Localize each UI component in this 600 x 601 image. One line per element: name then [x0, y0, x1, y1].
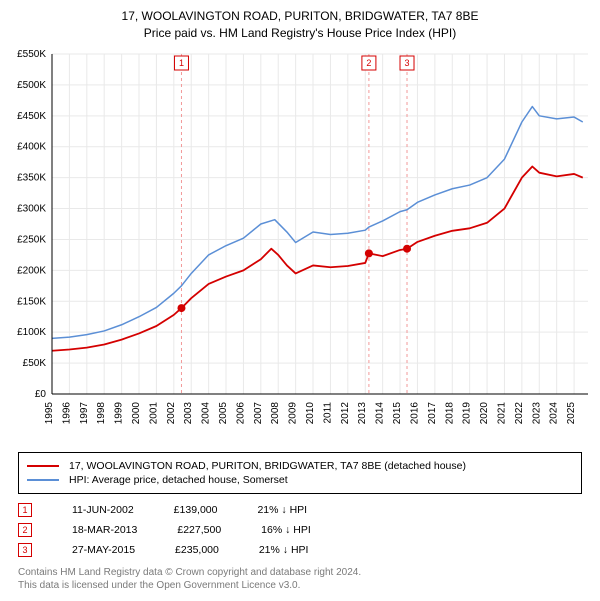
legend-item-hpi: HPI: Average price, detached house, Some…: [27, 473, 573, 487]
sale-marker-1: 1: [18, 503, 32, 517]
sale-marker-2: 2: [18, 523, 32, 537]
svg-text:2021: 2021: [496, 401, 507, 424]
sale-row-2: 2 18-MAR-2013 £227,500 16% ↓ HPI: [18, 520, 582, 540]
svg-text:2023: 2023: [531, 401, 542, 424]
svg-text:£550K: £550K: [17, 49, 46, 60]
title-line-1: 17, WOOLAVINGTON ROAD, PURITON, BRIDGWAT…: [10, 8, 590, 25]
svg-text:1996: 1996: [61, 401, 72, 424]
svg-text:2018: 2018: [444, 401, 455, 424]
sale-delta-2: 16% ↓ HPI: [261, 524, 311, 536]
svg-text:£500K: £500K: [17, 80, 46, 91]
svg-text:£150K: £150K: [17, 296, 46, 307]
svg-text:2010: 2010: [305, 401, 316, 424]
svg-text:£450K: £450K: [17, 110, 46, 121]
legend: 17, WOOLAVINGTON ROAD, PURITON, BRIDGWAT…: [18, 452, 582, 494]
footer-line-1: Contains HM Land Registry data © Crown c…: [18, 566, 582, 580]
svg-text:1998: 1998: [96, 401, 107, 424]
sale-date-1: 11-JUN-2002: [72, 504, 134, 516]
svg-text:£250K: £250K: [17, 234, 46, 245]
svg-text:2014: 2014: [375, 401, 386, 424]
svg-text:2002: 2002: [166, 401, 177, 424]
svg-text:2005: 2005: [218, 401, 229, 424]
svg-text:2006: 2006: [235, 401, 246, 424]
sale-delta-1: 21% ↓ HPI: [257, 504, 307, 516]
sale-row-3: 3 27-MAY-2015 £235,000 21% ↓ HPI: [18, 540, 582, 560]
price-chart: £0 £50K £100K £150K £200K £250K £300K £350K £400…: [0, 46, 600, 444]
svg-text:2007: 2007: [253, 401, 264, 424]
svg-text:£300K: £300K: [17, 203, 46, 214]
svg-text:2015: 2015: [392, 401, 403, 424]
svg-text:2024: 2024: [549, 401, 560, 424]
legend-item-property: 17, WOOLAVINGTON ROAD, PURITON, BRIDGWAT…: [27, 459, 573, 473]
svg-text:2020: 2020: [479, 401, 490, 424]
svg-text:2: 2: [366, 58, 371, 68]
svg-text:2012: 2012: [340, 401, 351, 424]
title-line-2: Price paid vs. HM Land Registry's House …: [10, 25, 590, 42]
svg-text:1: 1: [179, 58, 184, 68]
svg-text:2019: 2019: [462, 401, 473, 424]
svg-text:2017: 2017: [427, 401, 438, 424]
svg-text:1997: 1997: [79, 401, 90, 424]
chart-container: £0 £50K £100K £150K £200K £250K £300K £350K £400…: [0, 46, 600, 444]
legend-swatch-hpi: [27, 479, 59, 481]
sale-marker-3: 3: [18, 543, 32, 557]
svg-text:2011: 2011: [322, 401, 333, 423]
svg-text:£100K: £100K: [17, 327, 46, 338]
sale-price-3: £235,000: [175, 544, 219, 556]
svg-text:3: 3: [405, 58, 410, 68]
sale-price-2: £227,500: [177, 524, 221, 536]
svg-text:1995: 1995: [44, 401, 55, 424]
legend-swatch-property: [27, 465, 59, 467]
sale-price-1: £139,000: [174, 504, 218, 516]
footer-line-2: This data is licensed under the Open Gov…: [18, 579, 582, 593]
svg-text:£0: £0: [35, 389, 47, 400]
svg-text:£50K: £50K: [23, 358, 47, 369]
svg-text:2016: 2016: [409, 401, 420, 424]
svg-text:£400K: £400K: [17, 141, 46, 152]
svg-text:2013: 2013: [357, 401, 368, 424]
svg-text:2001: 2001: [148, 401, 159, 424]
sale-date-2: 18-MAR-2013: [72, 524, 137, 536]
footer-attribution: Contains HM Land Registry data © Crown c…: [18, 566, 582, 593]
sale-row-1: 1 11-JUN-2002 £139,000 21% ↓ HPI: [18, 500, 582, 520]
svg-text:2000: 2000: [131, 401, 142, 424]
svg-text:£350K: £350K: [17, 172, 46, 183]
legend-label-property: 17, WOOLAVINGTON ROAD, PURITON, BRIDGWAT…: [69, 460, 466, 472]
svg-text:2008: 2008: [270, 401, 281, 424]
svg-text:£200K: £200K: [17, 265, 46, 276]
svg-text:2003: 2003: [183, 401, 194, 424]
chart-title-block: 17, WOOLAVINGTON ROAD, PURITON, BRIDGWAT…: [0, 0, 600, 46]
sale-date-3: 27-MAY-2015: [72, 544, 135, 556]
sale-delta-3: 21% ↓ HPI: [259, 544, 309, 556]
sales-table: 1 11-JUN-2002 £139,000 21% ↓ HPI 2 18-MA…: [18, 500, 582, 560]
svg-text:2004: 2004: [201, 401, 212, 424]
svg-text:2025: 2025: [566, 401, 577, 424]
svg-text:2022: 2022: [514, 401, 525, 424]
svg-text:1999: 1999: [114, 401, 125, 424]
legend-label-hpi: HPI: Average price, detached house, Some…: [69, 474, 288, 486]
svg-text:2009: 2009: [288, 401, 299, 424]
